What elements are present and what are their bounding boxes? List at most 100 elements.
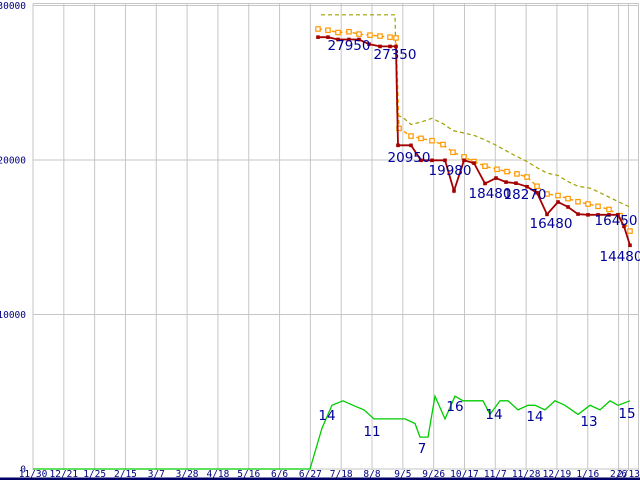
x-tick-label: 12/21 [50, 469, 79, 480]
lowest-price-marker [316, 35, 320, 39]
lowest-price-marker [566, 205, 570, 209]
lowest-price-marker [535, 190, 539, 195]
y-tick-label: 30000 [0, 1, 26, 12]
lowest-price-marker [514, 181, 518, 185]
y-tick-label: 10000 [0, 310, 26, 321]
lowest-price-marker [576, 212, 580, 216]
lowest-price-marker [628, 243, 632, 248]
y-tick-label: 0 [20, 465, 26, 476]
price-point-label: 18480 [469, 186, 512, 202]
chart-bottom-border [0, 477, 640, 480]
lowest-price-marker [462, 158, 466, 163]
x-tick-label: 10/17 [450, 469, 479, 480]
x-tick-label: 8/8 [363, 469, 380, 480]
x-tick-label: 11/7 [484, 469, 507, 480]
average-price-marker [315, 26, 321, 32]
lowest-price-marker [504, 180, 508, 184]
count-point-label: 13 [580, 414, 597, 430]
average-price-marker [393, 35, 399, 41]
average-price-marker [504, 168, 510, 175]
x-tick-label: 5/16 [237, 469, 260, 480]
average-price-marker [534, 183, 540, 190]
average-price-marker [440, 141, 446, 148]
count-point-label: 11 [363, 424, 380, 440]
average-price-marker [408, 133, 414, 139]
y-tick-label: 20000 [0, 156, 26, 167]
lowest-price-marker [483, 181, 487, 186]
price-point-label: 14480 [600, 249, 640, 265]
x-tick-label: 2/6 [610, 469, 627, 480]
average-price-marker [377, 33, 383, 39]
average-price-marker [461, 154, 467, 160]
count-point-label: 14 [485, 407, 502, 423]
lowest-price-marker [367, 42, 371, 46]
x-tick-label: 6/6 [271, 469, 288, 480]
x-tick-label: 9/26 [422, 469, 445, 480]
lowest-price-marker [388, 44, 392, 49]
lowest-price-marker [545, 212, 549, 217]
lowest-price-line [318, 36, 631, 246]
average-price-marker [606, 206, 612, 213]
x-tick-label: 12/19 [543, 469, 572, 480]
lowest-price-marker [596, 213, 600, 217]
lowest-price-marker [443, 158, 447, 163]
average-price-marker [565, 195, 571, 202]
x-tick-label: 4/18 [206, 469, 229, 480]
count-point-label: 14 [526, 409, 543, 425]
price-point-label: 19980 [429, 163, 472, 179]
x-tick-label: 9/5 [394, 469, 411, 480]
x-tick-label: 3/7 [148, 469, 165, 480]
x-tick-label: 1/25 [83, 469, 106, 480]
count-point-label: 15 [618, 406, 635, 422]
average-price-marker [387, 34, 393, 40]
lowest-price-marker [494, 176, 498, 180]
lowest-price-marker [472, 161, 476, 165]
lowest-price-marker [525, 184, 529, 189]
count-point-label: 14 [318, 408, 335, 424]
average-price-marker [418, 135, 424, 142]
lowest-price-marker [347, 37, 351, 42]
x-tick-label: 6/27 [299, 469, 322, 480]
price-point-label: 16450 [595, 213, 638, 229]
count-point-label: 16 [446, 399, 463, 415]
lowest-price-marker [378, 44, 382, 49]
average-price-marker [325, 27, 331, 34]
lowest-price-marker [394, 44, 398, 49]
lowest-price-marker [419, 158, 423, 163]
average-price-marker [514, 171, 520, 177]
x-tick-label: 1/16 [576, 469, 599, 480]
lowest-price-marker [452, 189, 456, 193]
average-price-marker [494, 166, 500, 173]
x-tick-label: 2/15 [114, 469, 137, 480]
lowest-price-marker [556, 200, 560, 204]
average-price-marker [555, 192, 561, 199]
x-tick-label: 3/28 [176, 469, 199, 480]
average-price-marker [346, 28, 352, 35]
lowest-price-marker [586, 213, 590, 217]
lowest-price-marker [616, 213, 620, 217]
price-point-label: 16480 [530, 216, 573, 232]
x-tick-label: 11/28 [512, 469, 541, 480]
average-price-marker [429, 137, 435, 144]
average-price-marker [575, 198, 581, 205]
price-point-label: 18270 [504, 187, 547, 203]
average-price-marker [627, 228, 633, 234]
x-tick-label: 7/18 [330, 469, 353, 480]
price-point-label: 27350 [374, 47, 417, 63]
count-point-label: 7 [418, 441, 427, 457]
lowest-price-marker [336, 37, 340, 42]
x-tick-label: 11/30 [19, 469, 48, 480]
average-price-marker [335, 29, 341, 36]
lowest-price-marker [357, 37, 361, 42]
lowest-price-marker [430, 158, 434, 163]
average-price-marker [595, 203, 601, 210]
x-tick-label: 2/13 [617, 469, 640, 480]
lowest-price-marker [409, 143, 413, 148]
average-price-marker [356, 31, 362, 37]
lowest-price-marker [607, 213, 611, 217]
price-point-label: 20950 [388, 150, 431, 166]
average-price-marker [585, 201, 591, 207]
store-count-line [33, 393, 631, 470]
